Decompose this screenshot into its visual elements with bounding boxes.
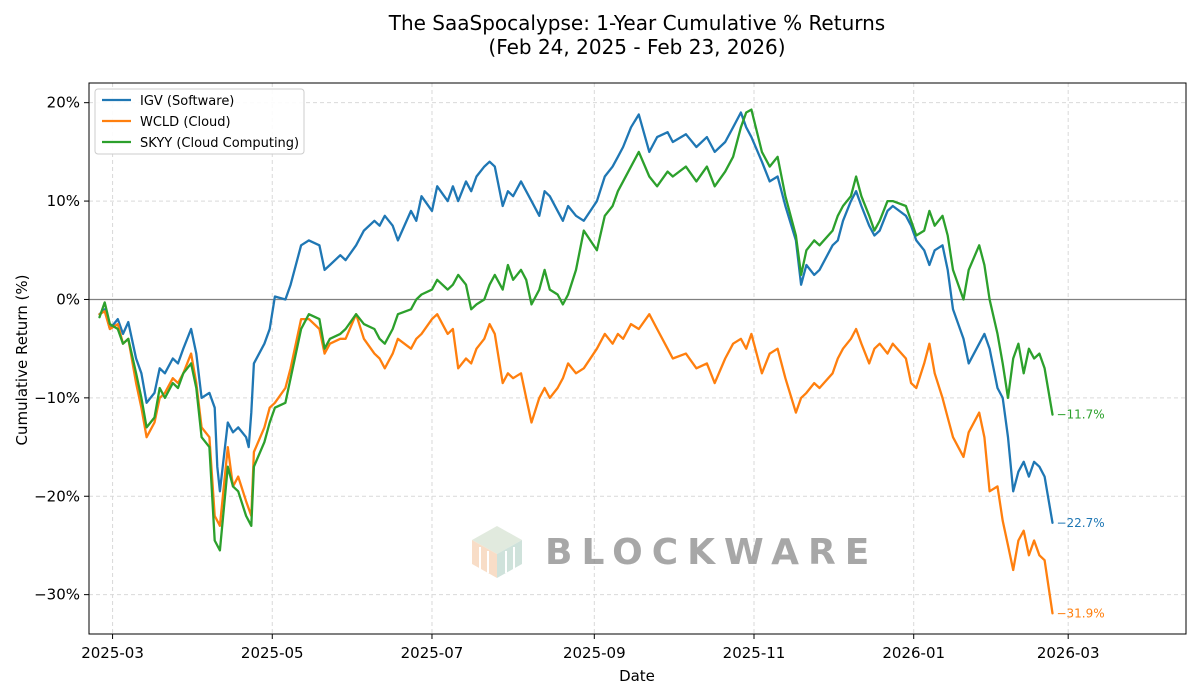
plot-frame [88, 82, 1187, 635]
watermark: BLOCKWARE [472, 526, 878, 578]
y-tick-label: −30% [34, 586, 80, 604]
series-layer [98, 108, 1054, 615]
y-tick-label: 10% [47, 192, 80, 210]
y-axis-label: Cumulative Return (%) [13, 275, 31, 446]
x-axis-ticks: 2025-03 2025-05 2025-07 2025-09 2025-11 2026-… [81, 634, 1100, 662]
x-tick-label: 2025-11 [723, 644, 786, 662]
legend-label: SKYY (Cloud Computing) [140, 136, 299, 151]
y-axis-ticks: 20% 10% 0% −10% −20% −30% [34, 94, 89, 604]
legend-label: IGV (Software) [140, 94, 234, 109]
series-line-wcld [98, 310, 1054, 615]
legend: IGV (Software) WCLD (Cloud) SKYY (Cloud Co… [94, 88, 305, 155]
y-tick-label: −20% [34, 487, 80, 505]
x-tick-label: 2025-07 [401, 644, 464, 662]
legend-label: WCLD (Cloud) [140, 115, 231, 130]
end-value-label: −22.7% [1056, 516, 1104, 530]
y-tick-label: −10% [34, 389, 80, 407]
end-labels: −22.7% −31.9% −11.7% [1056, 408, 1104, 621]
legend-box [94, 88, 305, 155]
x-tick-label: 2026-01 [882, 644, 945, 662]
y-tick-label: 20% [47, 94, 80, 112]
x-tick-label: 2025-03 [81, 644, 144, 662]
watermark-text: BLOCKWARE [545, 532, 878, 573]
x-axis-label: Date [619, 667, 655, 685]
end-value-label: −11.7% [1056, 408, 1104, 422]
y-tick-label: 0% [56, 290, 80, 308]
grid-lines [89, 83, 1186, 634]
chart-title-line2: (Feb 24, 2025 - Feb 23, 2026) [488, 35, 785, 59]
x-tick-label: 2025-05 [241, 644, 304, 662]
chart-title-line1: The SaaSpocalypse: 1-Year Cumulative % R… [388, 11, 885, 35]
series-line-igv [98, 111, 1054, 524]
blockware-cube-icon [472, 526, 522, 578]
series-line-skyy [98, 108, 1054, 552]
end-value-label: −31.9% [1056, 606, 1104, 620]
x-tick-label: 2025-09 [563, 644, 626, 662]
x-tick-label: 2026-03 [1037, 644, 1100, 662]
